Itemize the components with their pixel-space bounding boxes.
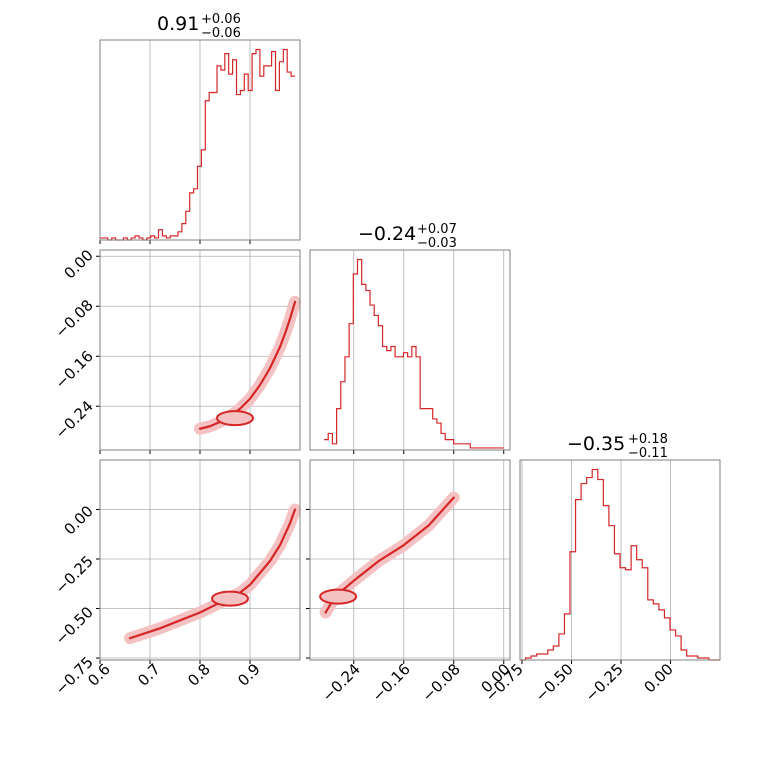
hist-p1-frame (99, 39, 301, 241)
ytick-p3-3: 0.00 (60, 502, 96, 538)
hist-p3-frame (519, 459, 721, 661)
scatter-p1-p3-density-peak (211, 590, 249, 607)
hist-p1-histogram (100, 48, 295, 241)
hist-p2-grid (353, 250, 505, 454)
title-p1: 0.91 (157, 13, 199, 35)
title-p3: −0.35 (567, 433, 625, 455)
scatter-p1-p3-frame (99, 459, 301, 661)
hist-p2-histogram (324, 258, 504, 449)
xtick-p1-3: 0.9 (234, 660, 264, 690)
title-p2-plus: +0.07 (417, 222, 457, 237)
ytick-p2-0: 0.00 (60, 246, 96, 282)
title-p1-plus: +0.06 (201, 12, 241, 27)
xtick-p2-1: −0.16 (369, 660, 414, 705)
scatter-p1-p2-contour-fill (194, 295, 301, 435)
title-p3-plus: +0.18 (628, 432, 668, 447)
ytick-p3-2: −0.25 (52, 552, 97, 597)
xtick-p3-1: −0.50 (532, 660, 577, 705)
scatter-p1-p3-contour-fill (124, 503, 301, 645)
xtick-p2-2: −0.08 (419, 660, 464, 705)
hist-p3-histogram (520, 468, 720, 661)
scatter-p2-p3-density-peak (319, 588, 358, 605)
hist-p3-grid (521, 460, 671, 664)
scatter-p2-p3-grid (306, 460, 510, 664)
xtick-p1-1: 0.7 (134, 660, 164, 690)
xtick-p3-2: −0.25 (582, 660, 627, 705)
ytick-p3-1: −0.50 (52, 603, 97, 648)
scatter-p1-p2-contour-line (198, 300, 297, 430)
scatter-p2-p3-density (319, 491, 460, 619)
scatter-p1-p3-density (124, 503, 301, 645)
hist-p1-grid (99, 40, 251, 244)
title-p1-minus: −0.06 (201, 26, 241, 41)
ytick-p2-2: −0.16 (52, 347, 97, 392)
xtick-p2-0: −0.24 (319, 660, 364, 705)
ytick-p2-1: −0.08 (52, 296, 97, 341)
panels-layer (96, 39, 721, 664)
scatter-p1-p2-density-peak (216, 410, 254, 427)
xtick-p1-2: 0.8 (184, 660, 214, 690)
title-p2-minus: −0.03 (417, 236, 457, 251)
ytick-p2-3: −0.24 (52, 397, 97, 442)
scatter-p1-p3-contour-line (128, 508, 297, 640)
scatter-p1-p2-frame (99, 249, 301, 451)
hist-p2-frame (309, 249, 511, 451)
title-p3-minus: −0.11 (628, 446, 668, 461)
xtick-p3-3: 0.00 (640, 660, 676, 696)
scatter-p2-p3-frame (309, 459, 511, 661)
title-p2: −0.24 (358, 223, 416, 245)
scatter-p1-p2-density (194, 295, 301, 435)
